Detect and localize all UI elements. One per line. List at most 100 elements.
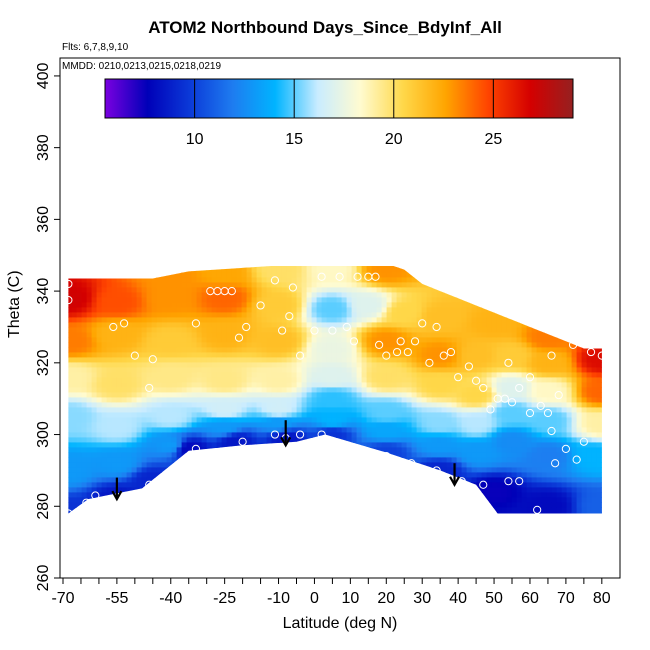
heatmap-cell xyxy=(206,457,213,464)
heatmap-cell xyxy=(246,497,253,504)
heatmap-cell xyxy=(541,372,548,379)
heatmap-cell xyxy=(256,292,263,299)
heatmap-cell xyxy=(326,407,333,414)
heatmap-cell xyxy=(356,402,363,409)
heatmap-cell xyxy=(401,427,408,434)
heatmap-cell xyxy=(68,337,73,344)
heatmap-cell xyxy=(331,347,338,354)
heatmap-cell xyxy=(381,377,388,384)
heatmap-cell xyxy=(151,327,158,334)
heatmap-cell xyxy=(376,402,383,409)
heatmap-cell xyxy=(81,397,88,404)
heatmap-cell xyxy=(261,507,268,514)
heatmap-cell xyxy=(141,327,148,334)
heatmap-cell xyxy=(391,502,398,509)
heatmap-cell xyxy=(201,507,208,514)
heatmap-cell xyxy=(346,412,353,419)
heatmap-cell xyxy=(196,412,203,419)
heatmap-cell xyxy=(241,282,248,289)
heatmap-cell xyxy=(396,317,403,324)
heatmap-cell xyxy=(101,492,108,499)
heatmap-cell xyxy=(86,282,93,289)
heatmap-cell xyxy=(401,372,408,379)
heatmap-cell xyxy=(206,327,213,334)
heatmap-cell xyxy=(161,377,168,384)
heatmap-cell xyxy=(201,417,208,424)
heatmap-cell xyxy=(206,377,213,384)
heatmap-cell xyxy=(331,422,338,429)
heatmap-cell xyxy=(261,502,268,509)
heatmap-cell xyxy=(201,457,208,464)
heatmap-cell xyxy=(141,292,148,299)
heatmap-cell xyxy=(506,337,513,344)
heatmap-cell xyxy=(76,287,83,294)
heatmap-cell xyxy=(156,297,163,304)
heatmap-cell xyxy=(261,512,268,514)
heatmap-cell xyxy=(111,467,118,474)
heatmap-cell xyxy=(476,442,483,449)
heatmap-cell xyxy=(351,417,358,424)
heatmap-cell xyxy=(311,462,318,469)
heatmap-cell xyxy=(146,392,153,399)
heatmap-cell xyxy=(166,267,173,274)
heatmap-cell xyxy=(196,397,203,404)
heatmap-cell xyxy=(381,512,388,514)
heatmap-cell xyxy=(401,267,408,274)
heatmap-cell xyxy=(431,442,438,449)
heatmap-cell xyxy=(426,487,433,494)
heatmap-cell xyxy=(361,342,368,349)
heatmap-cell xyxy=(68,417,73,424)
heatmap-cell xyxy=(256,452,263,459)
heatmap-cell xyxy=(526,482,533,489)
heatmap-cell xyxy=(206,422,213,429)
heatmap-cell xyxy=(421,337,428,344)
heatmap-cell xyxy=(471,472,478,479)
heatmap-cell xyxy=(206,407,213,414)
heatmap-cell xyxy=(276,422,283,429)
heatmap-cell xyxy=(536,357,543,364)
heatmap-cell xyxy=(236,487,243,494)
heatmap-cell xyxy=(481,402,488,409)
heatmap-cell xyxy=(441,297,448,304)
heatmap-cell xyxy=(391,317,398,324)
heatmap-cell xyxy=(461,512,468,514)
heatmap-cell xyxy=(431,347,438,354)
heatmap-cell xyxy=(496,482,503,489)
heatmap-cell xyxy=(96,297,103,304)
heatmap-cell xyxy=(256,327,263,334)
heatmap-cell xyxy=(486,462,493,469)
heatmap-cell xyxy=(266,347,273,354)
heatmap-cell xyxy=(76,417,83,424)
heatmap-cell xyxy=(176,492,183,499)
heatmap-cell xyxy=(481,372,488,379)
heatmap-cell xyxy=(316,507,323,514)
heatmap-cell xyxy=(336,327,343,334)
heatmap-cell xyxy=(191,367,198,374)
heatmap-cell xyxy=(376,447,383,454)
heatmap-cell xyxy=(256,387,263,394)
heatmap-cell xyxy=(366,492,373,499)
heatmap-cell xyxy=(511,432,518,439)
heatmap-cell xyxy=(431,382,438,389)
heatmap-cell xyxy=(86,352,93,359)
heatmap-cell xyxy=(296,297,303,304)
heatmap-cell xyxy=(286,467,293,474)
heatmap-cell xyxy=(461,432,468,439)
heatmap-cell xyxy=(531,407,538,414)
heatmap-cell xyxy=(271,412,278,419)
heatmap-cell xyxy=(546,347,553,354)
heatmap-cell xyxy=(511,482,518,489)
heatmap-cell xyxy=(496,322,503,329)
heatmap-cell xyxy=(311,502,318,509)
heatmap-cell xyxy=(71,282,78,289)
heatmap-cell xyxy=(406,502,413,509)
heatmap-cell xyxy=(86,382,93,389)
heatmap-cell xyxy=(176,272,183,279)
heatmap-cell xyxy=(381,332,388,339)
heatmap-cell xyxy=(291,362,298,369)
heatmap-cell xyxy=(491,462,498,469)
heatmap-cell xyxy=(121,367,128,374)
heatmap-cell xyxy=(331,417,338,424)
heatmap-cell xyxy=(271,307,278,314)
heatmap-cell xyxy=(526,266,533,269)
